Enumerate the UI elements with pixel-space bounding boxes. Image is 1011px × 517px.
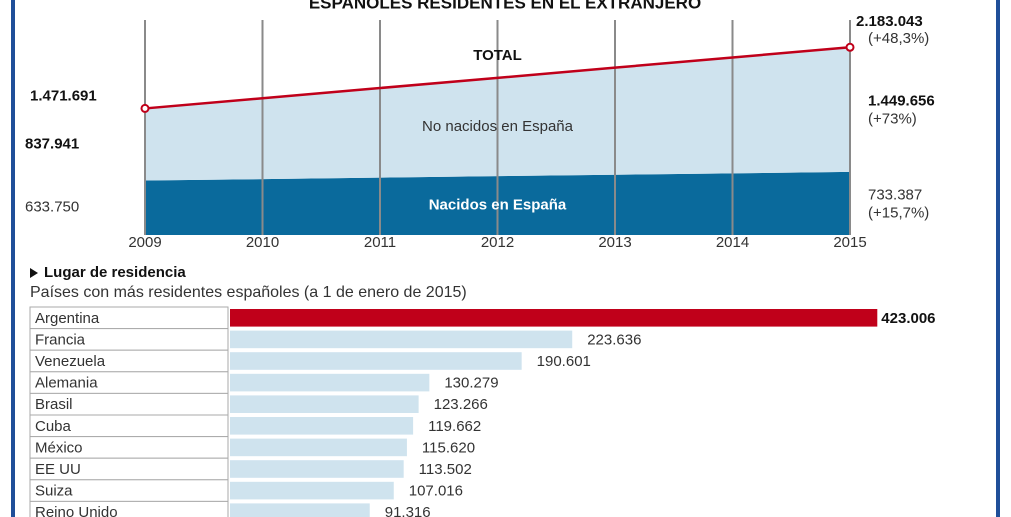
section-title: Lugar de residencia: [44, 264, 186, 281]
series-name: No nacidos en España: [422, 118, 574, 135]
change-label: (+15,7%): [868, 204, 929, 221]
endpoint: [845, 42, 855, 52]
value-label: 423.006: [881, 310, 935, 327]
category-label: Argentina: [35, 310, 100, 327]
value-label: 130.279: [444, 375, 498, 392]
total-line: [144, 46, 851, 110]
value-label: 115.620: [422, 439, 475, 456]
category-label: Alemania: [35, 375, 98, 392]
category-label: Cuba: [35, 418, 72, 435]
value-label: 91.316: [385, 504, 431, 517]
category-label: Suiza: [35, 483, 73, 500]
value-label: 1.471.691: [30, 87, 97, 104]
bar: [230, 330, 573, 349]
value-label: 190.601: [537, 353, 591, 370]
endpoint: [140, 103, 150, 113]
category-label: Francia: [35, 331, 86, 348]
section-subtitle: Países con más residentes españoles (a 1…: [30, 284, 467, 301]
value-label: 1.449.656: [868, 93, 935, 110]
bar: [230, 438, 407, 457]
heading-arrow: [30, 268, 38, 278]
change-label: (+48,3%): [868, 30, 929, 47]
bar: [230, 417, 414, 435]
value-label: 733.387: [868, 186, 922, 203]
value-label: 123.266: [434, 396, 488, 413]
series-name: Nacidos en España: [429, 197, 567, 214]
value-label: 113.502: [419, 461, 472, 478]
category-label: EE UU: [35, 461, 81, 478]
x-tick-label: 2009: [128, 234, 161, 251]
category-label: Reino Unido: [35, 504, 118, 517]
series-name: TOTAL: [473, 47, 522, 64]
x-tick-label: 2012: [481, 234, 514, 251]
bar: [230, 481, 394, 500]
value-label: 223.636: [587, 331, 641, 348]
value-label: 107.016: [409, 483, 463, 500]
bar: [230, 309, 878, 327]
bar: [230, 373, 430, 392]
bar: [230, 395, 419, 413]
category-cell: [29, 500, 229, 517]
x-tick-label: 2015: [833, 234, 866, 251]
category-label: Brasil: [35, 396, 73, 413]
change-label: (+73%): [868, 111, 917, 128]
x-tick-label: 2011: [364, 234, 396, 251]
chart-title: ESPAÑOLES RESIDENTES EN EL EXTRANJERO: [309, 0, 701, 12]
bar: [230, 503, 370, 517]
category-label: México: [35, 439, 83, 456]
x-tick-label: 2010: [246, 234, 279, 251]
category-label: Venezuela: [35, 353, 106, 370]
x-tick-label: 2013: [598, 234, 631, 251]
bar: [230, 352, 522, 370]
x-tick-label: 2014: [716, 234, 749, 251]
value-label: 119.662: [428, 418, 481, 435]
value-label: 633.750: [25, 199, 79, 216]
bar: [230, 460, 404, 478]
value-label: 837.941: [25, 135, 79, 152]
value-label: 2.183.043: [856, 13, 923, 30]
